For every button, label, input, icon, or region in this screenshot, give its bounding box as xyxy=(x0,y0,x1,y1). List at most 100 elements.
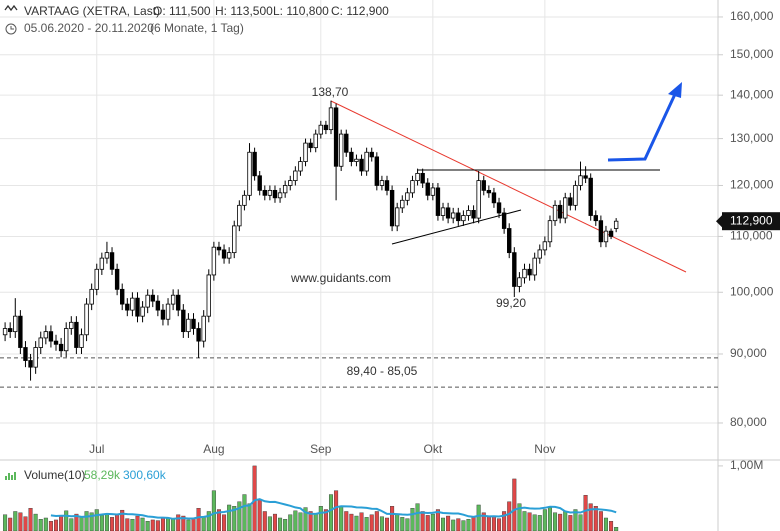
candle-body xyxy=(206,274,211,317)
candle-body xyxy=(272,189,278,199)
volume-bar xyxy=(181,515,186,531)
volume-bar xyxy=(99,515,104,531)
volume-bar xyxy=(471,517,476,531)
candle-body xyxy=(425,182,430,196)
candle-body xyxy=(440,207,446,216)
candle-body xyxy=(405,192,410,201)
date-range: 05.06.2020 - 20.11.2020 xyxy=(24,21,154,35)
candle-body xyxy=(374,156,380,186)
candle-body xyxy=(394,207,400,227)
volume-bar xyxy=(135,515,140,531)
candle-body xyxy=(603,230,609,243)
volume-bar xyxy=(227,504,232,531)
volume-bar xyxy=(497,518,502,531)
candle-body xyxy=(94,268,99,290)
volume-bar xyxy=(38,519,43,531)
volume-bar xyxy=(466,519,471,531)
volume-bar xyxy=(242,494,247,531)
candle-body xyxy=(23,347,28,361)
volume-bar xyxy=(28,508,33,531)
candle-body xyxy=(430,187,436,196)
volume-bar xyxy=(196,508,201,531)
candle-body xyxy=(593,215,598,222)
candle-body xyxy=(201,315,206,342)
candle-body xyxy=(318,124,324,135)
candle-body xyxy=(333,107,339,167)
candle-body xyxy=(242,194,247,206)
volume-bar xyxy=(48,521,53,531)
volume-bar xyxy=(430,513,435,531)
volume-bar xyxy=(303,507,308,531)
candle-body xyxy=(338,133,344,167)
candle-body xyxy=(537,249,542,259)
candle-body xyxy=(114,268,120,290)
volume-bar xyxy=(43,517,48,531)
volume-bar xyxy=(176,514,181,531)
volume-bar xyxy=(18,512,23,531)
volume-bar xyxy=(3,514,8,531)
candle-body xyxy=(542,241,548,251)
volume-bar xyxy=(339,506,344,531)
volume-bar xyxy=(334,490,339,531)
x-tick-label: Okt xyxy=(424,442,443,456)
candle-body xyxy=(226,252,232,259)
candle-body xyxy=(257,175,262,191)
volume-bar xyxy=(507,501,512,531)
volume-bar xyxy=(395,513,400,531)
candle-body xyxy=(471,210,476,219)
moving-average-line xyxy=(50,498,617,520)
candle-body xyxy=(109,252,115,270)
volume-bar xyxy=(278,517,283,531)
volume-bar xyxy=(298,512,303,531)
volume-bar xyxy=(186,519,191,531)
candle-body xyxy=(18,315,23,348)
volume-bar xyxy=(211,490,216,531)
candle-body xyxy=(181,309,186,333)
candle-body xyxy=(196,328,201,342)
candle-body xyxy=(573,185,578,206)
y-tick-label: 130,000 xyxy=(730,131,774,145)
volume-bar xyxy=(206,511,211,531)
candle-body xyxy=(501,212,507,229)
volume-bar xyxy=(160,517,165,531)
volume-bar xyxy=(593,506,598,531)
volume-bar xyxy=(385,517,390,531)
x-tick-label: Aug xyxy=(203,442,224,456)
volume-bar xyxy=(140,517,145,531)
volume-bar xyxy=(145,521,150,531)
volume-bar xyxy=(267,516,272,531)
candle-body xyxy=(267,189,273,196)
volume-bar xyxy=(349,513,354,531)
volume-bar xyxy=(456,518,461,531)
volume-bar xyxy=(588,503,593,531)
volume-bar xyxy=(527,512,532,531)
volume-bar xyxy=(318,506,323,531)
candle-body xyxy=(252,151,257,177)
volume-bar xyxy=(166,517,171,531)
volume-bar xyxy=(369,514,374,531)
volume-bar xyxy=(547,507,552,531)
volume-bar xyxy=(415,503,420,531)
y-tick-label: 1,00M xyxy=(730,458,763,472)
volume-average: 300,60k xyxy=(123,468,167,482)
candle-body xyxy=(481,180,486,191)
volume-bar xyxy=(110,517,115,531)
candle-body xyxy=(288,180,293,186)
volume-bar xyxy=(446,515,451,531)
volume-bar xyxy=(598,511,603,531)
volume-bar xyxy=(308,511,313,531)
title: VARTAAG (XETRA, Last) xyxy=(24,4,160,18)
trend-line xyxy=(330,100,687,273)
volume-bar xyxy=(74,513,79,531)
candle-body xyxy=(89,288,94,305)
volume-bar xyxy=(237,501,242,531)
volume-value: 58,29k xyxy=(84,468,121,482)
candle-body xyxy=(512,252,517,287)
x-tick-label: Sep xyxy=(310,442,332,456)
volume-bar xyxy=(603,517,608,531)
volume-bar xyxy=(252,465,257,531)
volume-bar xyxy=(328,494,333,531)
candle-body xyxy=(349,151,354,162)
candle-body xyxy=(547,220,553,243)
